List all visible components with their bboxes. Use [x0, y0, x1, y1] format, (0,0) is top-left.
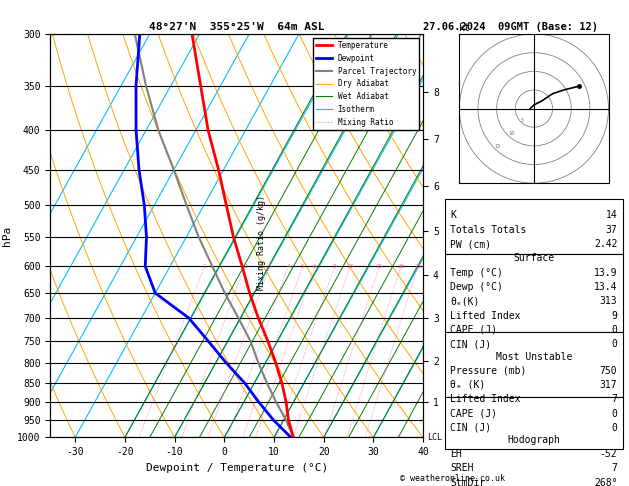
- Text: 0: 0: [611, 409, 618, 418]
- Text: 7: 7: [611, 394, 618, 404]
- Text: CAPE (J): CAPE (J): [450, 409, 498, 418]
- Text: 13.4: 13.4: [594, 282, 618, 292]
- Text: CAPE (J): CAPE (J): [450, 325, 498, 335]
- Text: 2.42: 2.42: [594, 239, 618, 249]
- Text: 15: 15: [495, 144, 501, 149]
- Text: 313: 313: [600, 296, 618, 306]
- Text: EH: EH: [450, 449, 462, 459]
- Y-axis label: hPa: hPa: [1, 226, 11, 246]
- Text: 1: 1: [203, 264, 206, 269]
- Title: 48°27'N  355°25'W  64m ASL: 48°27'N 355°25'W 64m ASL: [149, 22, 325, 32]
- Text: 14: 14: [606, 210, 618, 221]
- Text: 317: 317: [600, 380, 618, 390]
- Y-axis label: km
ASL: km ASL: [455, 236, 472, 257]
- Text: 0: 0: [611, 423, 618, 433]
- Text: 20: 20: [398, 264, 404, 269]
- Text: Dewp (°C): Dewp (°C): [450, 282, 503, 292]
- Text: Hodograph: Hodograph: [508, 435, 560, 445]
- Text: CIN (J): CIN (J): [450, 339, 492, 349]
- Text: 8: 8: [333, 264, 337, 269]
- Bar: [445, 254, 623, 332]
- Text: 0: 0: [611, 339, 618, 349]
- Text: 15: 15: [376, 264, 383, 269]
- Text: 10: 10: [347, 264, 354, 269]
- Text: 37: 37: [606, 225, 618, 235]
- Text: 6: 6: [313, 264, 317, 269]
- Text: © weatheronline.co.uk: © weatheronline.co.uk: [401, 474, 505, 483]
- Text: 4: 4: [286, 264, 290, 269]
- Text: 0: 0: [611, 325, 618, 335]
- Text: 750: 750: [600, 365, 618, 376]
- Text: 10: 10: [508, 131, 515, 136]
- Text: Surface: Surface: [513, 253, 555, 263]
- Text: Most Unstable: Most Unstable: [496, 352, 572, 363]
- Text: K: K: [450, 210, 457, 221]
- Bar: [445, 332, 623, 397]
- Text: 9: 9: [611, 311, 618, 321]
- Legend: Temperature, Dewpoint, Parcel Trajectory, Dry Adiabat, Wet Adiabat, Isotherm, Mi: Temperature, Dewpoint, Parcel Trajectory…: [313, 38, 420, 130]
- Text: 25: 25: [415, 264, 422, 269]
- Text: θₑ(K): θₑ(K): [450, 296, 480, 306]
- Text: kt: kt: [459, 23, 471, 33]
- Text: -52: -52: [600, 449, 618, 459]
- X-axis label: Dewpoint / Temperature (°C): Dewpoint / Temperature (°C): [145, 463, 328, 473]
- Text: 13.9: 13.9: [594, 268, 618, 278]
- Text: 3: 3: [268, 264, 272, 269]
- Text: CIN (J): CIN (J): [450, 423, 492, 433]
- Text: Totals Totals: Totals Totals: [450, 225, 527, 235]
- Text: 5: 5: [301, 264, 304, 269]
- Bar: [445, 199, 623, 254]
- Text: 7: 7: [611, 464, 618, 473]
- Text: LCL: LCL: [427, 433, 442, 442]
- Text: 268°: 268°: [594, 478, 618, 486]
- Text: Mixing Ratio (g/kg): Mixing Ratio (g/kg): [257, 195, 265, 291]
- Text: StmDir: StmDir: [450, 478, 486, 486]
- Text: Lifted Index: Lifted Index: [450, 394, 521, 404]
- Text: 5: 5: [521, 118, 524, 122]
- Bar: [445, 397, 623, 450]
- Text: 2: 2: [243, 264, 247, 269]
- Text: PW (cm): PW (cm): [450, 239, 492, 249]
- Text: Pressure (mb): Pressure (mb): [450, 365, 527, 376]
- Text: Temp (°C): Temp (°C): [450, 268, 503, 278]
- Text: SREH: SREH: [450, 464, 474, 473]
- Text: 27.06.2024  09GMT (Base: 12): 27.06.2024 09GMT (Base: 12): [423, 22, 598, 32]
- Text: θₑ (K): θₑ (K): [450, 380, 486, 390]
- Text: Lifted Index: Lifted Index: [450, 311, 521, 321]
